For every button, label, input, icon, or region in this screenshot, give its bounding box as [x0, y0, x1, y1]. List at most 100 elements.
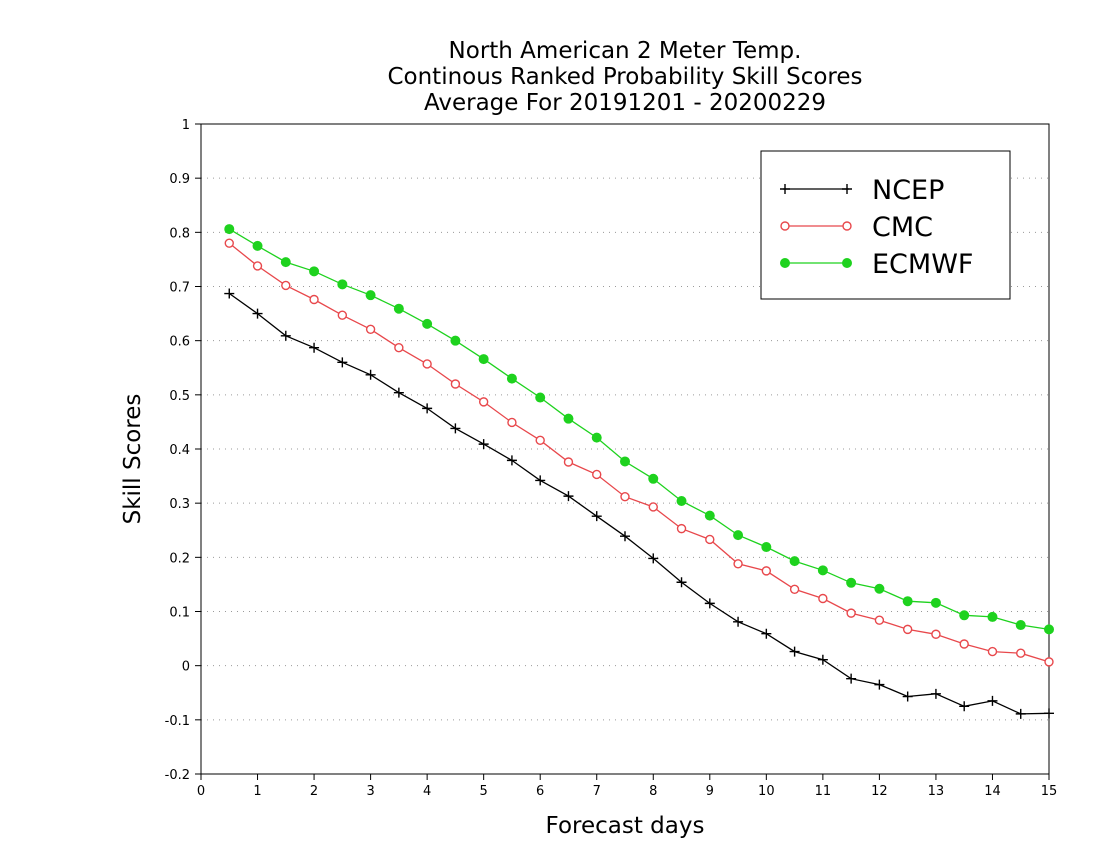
y-tick-label: 0 [182, 660, 190, 675]
cmc-point [902, 624, 913, 635]
series-ecmwf [224, 224, 1054, 635]
cmc-point [987, 646, 998, 657]
series-ncep [224, 288, 1054, 719]
ecmwf-point [1044, 624, 1054, 635]
y-tick-label: 0.9 [169, 172, 190, 187]
legend-marker [842, 184, 852, 194]
ncep-point [563, 491, 574, 502]
cmc-point [733, 559, 743, 569]
x-tick-label: 8 [649, 784, 657, 799]
cmc-point [620, 491, 630, 502]
ncep-point [987, 695, 998, 706]
legend-box [760, 150, 1011, 300]
legend-item-ncep: NCEP [780, 175, 944, 206]
cmc-point [252, 261, 263, 271]
legend-marker [780, 184, 790, 194]
cmc-point [874, 615, 885, 625]
ecmwf-point [733, 530, 744, 541]
ecmwf-point [365, 290, 376, 301]
y-tick-label: 0.1 [169, 606, 190, 621]
ncep-point [874, 679, 885, 690]
ecmwf-point [987, 611, 998, 622]
series-cmc [224, 238, 1054, 667]
cmc-point [337, 310, 348, 320]
chart-title-line-3: Average For 20191201 - 20200229 [424, 90, 826, 116]
x-tick-label: 13 [928, 784, 945, 799]
ncep-point [478, 439, 489, 450]
ncep-point [337, 357, 348, 368]
ncep-point [393, 387, 404, 398]
cmc-point [224, 238, 234, 248]
ecmwf-point [789, 556, 800, 567]
ncep-point [224, 288, 235, 299]
x-tick-label: 11 [815, 784, 832, 799]
ecmwf-point [224, 224, 235, 235]
data-series [224, 224, 1054, 719]
x-tick-label: 5 [480, 784, 488, 799]
ecmwf-point [506, 373, 517, 384]
ecmwf-point [309, 266, 320, 277]
axis-ticks: -0.2-0.100.10.20.30.40.50.60.70.80.910 1 2… [165, 118, 1058, 799]
cmc-point [789, 584, 800, 594]
x-tick-label: 15 [1041, 784, 1058, 799]
cmc-line [228, 242, 1050, 663]
ncep-point [733, 616, 744, 627]
ecmwf-point [450, 335, 461, 346]
legend-item-cmc: CMC [780, 212, 933, 243]
ncep-point [620, 531, 630, 542]
x-tick-label: 1 [253, 784, 261, 799]
ecmwf-point [902, 596, 913, 607]
chart-title-line-1: North American 2 Meter Temp. [449, 38, 802, 64]
ncep-point [930, 688, 941, 699]
ncep-point [591, 511, 602, 522]
ecmwf-point [393, 303, 404, 314]
legend-label-ncep: NCEP [872, 175, 944, 206]
y-tick-label: -0.2 [165, 768, 190, 783]
ecmwf-point [1015, 620, 1026, 631]
cmc-point [818, 593, 828, 604]
cmc-point [309, 294, 319, 305]
ncep-point [1044, 708, 1054, 719]
ecmwf-point [337, 279, 348, 290]
ncep-point [535, 475, 546, 486]
ecmwf-point [280, 257, 291, 268]
cmc-point [507, 417, 517, 428]
y-tick-label: 0.2 [169, 551, 190, 566]
legend-marker [780, 258, 790, 268]
ncep-point [676, 577, 687, 588]
ncep-point [1015, 708, 1026, 719]
chart-title-line-2: Continous Ranked Probability Skill Score… [387, 64, 862, 90]
ncep-point [506, 455, 517, 466]
ecmwf-point [252, 240, 263, 251]
y-tick-label: 0.3 [169, 497, 190, 512]
cmc-point [846, 608, 856, 618]
cmc-point [535, 435, 545, 446]
cmc-point [592, 469, 602, 480]
cmc-point [1016, 648, 1026, 658]
legend-item-ecmwf: ECMWF [780, 249, 973, 280]
ncep-point [761, 628, 772, 639]
x-tick-label: 0 [197, 784, 205, 799]
ncep-line [228, 292, 1050, 715]
y-axis-label: Skill Scores [120, 394, 146, 525]
ncep-point [365, 369, 376, 380]
ncep-point [422, 403, 433, 414]
x-tick-label: 14 [984, 784, 1001, 799]
x-tick-label: 2 [310, 784, 318, 799]
y-tick-label: 0.5 [169, 389, 190, 404]
legend: NCEP CMC ECMWF [760, 150, 1011, 300]
cmc-point [676, 523, 687, 534]
cmc-point [394, 343, 404, 353]
y-tick-label: 0.7 [169, 281, 190, 296]
ecmwf-point [930, 597, 941, 608]
ncep-point [846, 673, 857, 684]
cmc-point [422, 359, 432, 369]
legend-label-ecmwf: ECMWF [872, 249, 973, 280]
ncep-point [789, 646, 800, 657]
ncep-point [817, 654, 828, 665]
ncep-point [252, 308, 263, 319]
ncep-point [704, 598, 715, 609]
ecmwf-point [535, 392, 546, 403]
cmc-point [705, 534, 715, 545]
